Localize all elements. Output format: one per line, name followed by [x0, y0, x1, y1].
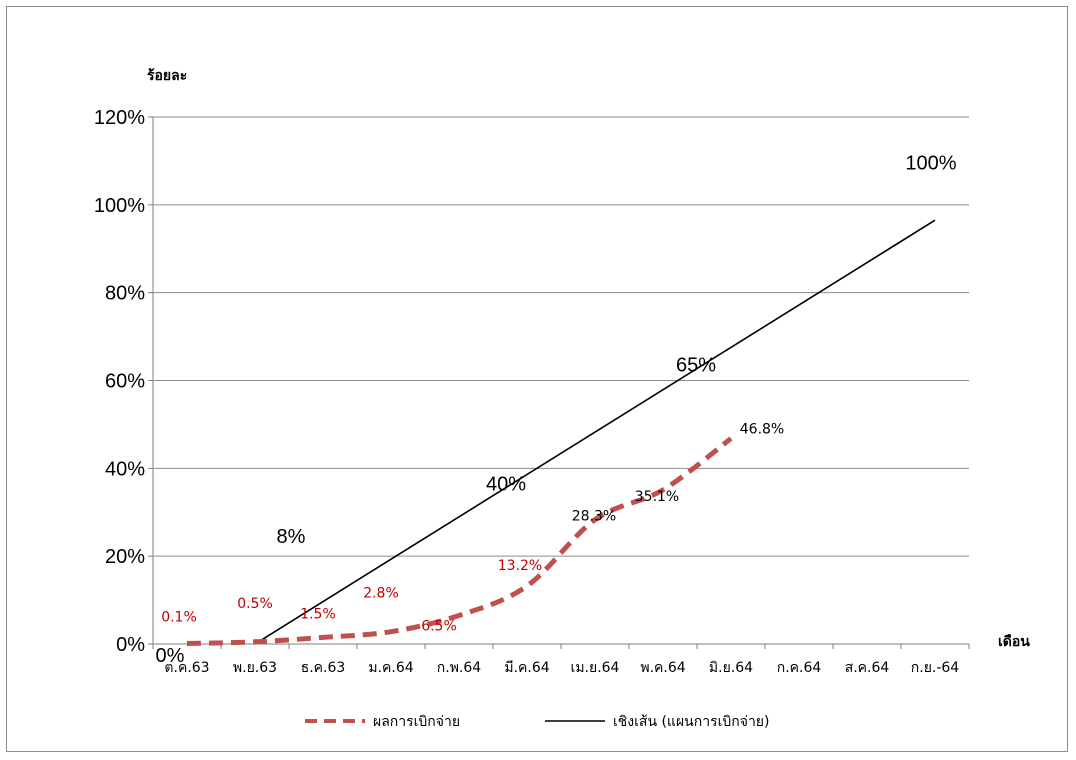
- y-tick-label: 40%: [105, 458, 145, 480]
- plan-annotation-label: 100%: [905, 153, 956, 175]
- x-axis-title: เดือน: [998, 634, 1030, 650]
- legend-label-plan: เชิงเส้น (แผนการเบิกจ่าย): [613, 714, 769, 730]
- y-axis-title: ร้อยละ: [147, 68, 187, 84]
- actual-data-label: 35.1%: [635, 489, 679, 505]
- y-tick-label: 0%: [116, 634, 145, 656]
- x-category-label: ธ.ค.63: [301, 660, 346, 676]
- x-category-label: ต.ค.63: [164, 660, 209, 676]
- y-tick-label: 20%: [105, 546, 145, 568]
- series-lines: [186, 219, 936, 647]
- plan-annotation-label: 8%: [277, 526, 306, 548]
- x-category-label: พ.ค.64: [640, 660, 685, 676]
- x-category-label: พ.ย.63: [233, 660, 277, 676]
- gridlines: [148, 116, 970, 649]
- y-axis-ticks: 0% 20% 40% 60% 80% 100% 120%: [94, 107, 145, 656]
- actual-data-label: 13.2%: [498, 558, 542, 574]
- actual-data-label: 0.5%: [237, 596, 273, 612]
- actual-disbursement-line: [186, 436, 733, 647]
- actual-data-label: 2.8%: [363, 586, 399, 602]
- actual-data-label: 1.5%: [300, 606, 336, 622]
- x-category-label: มิ.ย.64: [709, 660, 753, 676]
- plan-annotation-label: 40%: [486, 473, 526, 495]
- y-tick-label: 100%: [94, 195, 145, 217]
- x-category-label: มี.ค.64: [504, 660, 549, 676]
- chart-frame: 0% 20% 40% 60% 80% 100% 120% ต.ค.63 พ.ย.63 ธ.ค.6…: [6, 6, 1068, 752]
- x-axis-categories: ต.ค.63 พ.ย.63 ธ.ค.63 ม.ค.64 ก.พ.64 มี.ค.64 เม.…: [164, 660, 959, 676]
- x-category-label: ก.ค.64: [777, 660, 822, 676]
- x-category-label: ก.พ.64: [437, 660, 482, 676]
- actual-data-label: 28.3%: [572, 509, 616, 525]
- legend-label-actual: ผลการเบิกจ่าย: [373, 714, 460, 730]
- x-category-label: ม.ค.64: [368, 660, 413, 676]
- x-category-label: เม.ย.64: [571, 660, 620, 676]
- y-tick-label: 60%: [105, 371, 145, 393]
- x-category-label: ก.ย.-64: [911, 660, 960, 676]
- actual-data-label: 46.8%: [740, 421, 784, 437]
- data-labels: 0.1% 0.5% 1.5% 2.8% 6.5% 13.2% 28.3% 35.1% 46.8%…: [156, 153, 957, 667]
- legend: ผลการเบิกจ่าย เชิงเส้น (แผนการเบิกจ่าย): [305, 714, 769, 730]
- plan-annotation-label: 0%: [156, 645, 185, 667]
- actual-data-label: 6.5%: [421, 618, 457, 634]
- y-tick-label: 80%: [105, 283, 145, 305]
- line-chart: 0% 20% 40% 60% 80% 100% 120% ต.ค.63 พ.ย.63 ธ.ค.6…: [94, 68, 1030, 730]
- actual-data-label: 0.1%: [161, 610, 197, 626]
- plan-annotation-label: 65%: [676, 355, 716, 377]
- x-category-label: ส.ค.64: [845, 660, 890, 676]
- plan-trend-line: [254, 219, 936, 645]
- y-tick-label: 120%: [94, 107, 145, 129]
